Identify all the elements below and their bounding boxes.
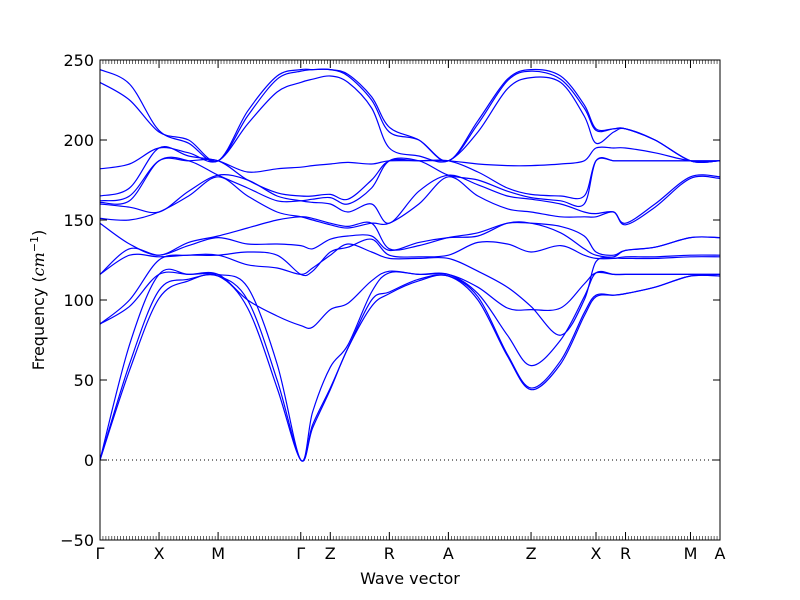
x-tick-label: X xyxy=(591,544,602,563)
x-tick-label: Γ xyxy=(296,544,305,563)
y-axis-label: Frequency (cm−1) xyxy=(28,230,48,371)
x-tick-label: M xyxy=(684,544,698,563)
y-tick-label: 50 xyxy=(74,371,94,390)
y-tick-label: 100 xyxy=(63,291,94,310)
y-tick-label: 150 xyxy=(63,211,94,230)
band-line-8 xyxy=(100,216,720,256)
x-tick-label: Z xyxy=(526,544,537,563)
y-axis-ticks: −50 0 50 100 150 200 250 xyxy=(60,51,720,550)
y-tick-label: 250 xyxy=(63,51,94,70)
band-line-16 xyxy=(100,68,720,163)
x-tick-label: R xyxy=(620,544,631,563)
x-tick-label: M xyxy=(211,544,225,563)
band-lines xyxy=(100,68,720,462)
band-line-6 xyxy=(100,238,720,277)
x-tick-label: Γ xyxy=(96,544,105,563)
band-line-4 xyxy=(100,270,720,329)
band-line-2 xyxy=(100,274,720,462)
y-axis-label-prefix: Frequency ( xyxy=(29,276,48,370)
x-tick-label: R xyxy=(384,544,395,563)
y-axis-label-unit: cm xyxy=(29,252,48,276)
x-tick-label: A xyxy=(715,544,726,563)
band-line-7 xyxy=(100,221,720,275)
x-tick-label: Z xyxy=(325,544,336,563)
band-line-10 xyxy=(100,174,720,224)
x-tick-label: A xyxy=(443,544,454,563)
x-tick-label: X xyxy=(154,544,165,563)
y-axis-label-exponent: −1 xyxy=(28,236,41,252)
plot-frame xyxy=(99,59,721,541)
y-tick-label: −50 xyxy=(60,531,94,550)
x-axis-label: Wave vector xyxy=(360,569,460,588)
y-tick-label: 0 xyxy=(84,451,94,470)
y-axis-label-suffix: ) xyxy=(29,230,48,236)
y-tick-label: 200 xyxy=(63,131,94,150)
band-line-13 xyxy=(100,146,720,197)
